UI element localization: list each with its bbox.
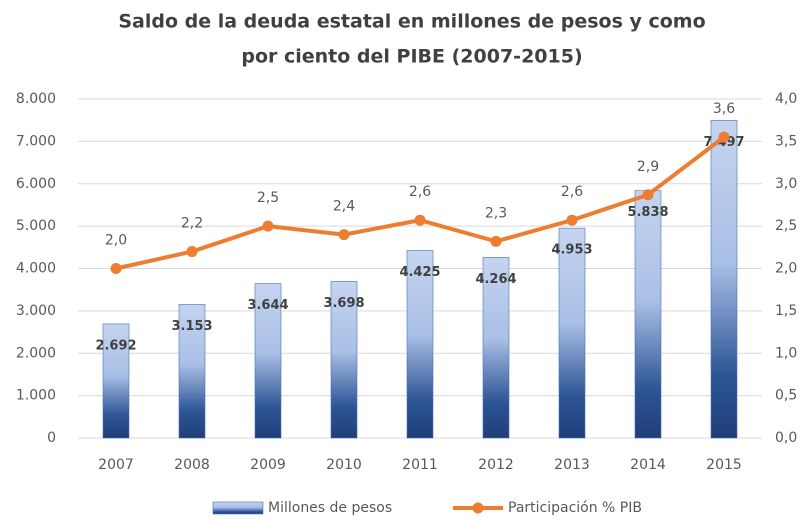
legend-swatch: [472, 502, 484, 514]
line-point: [566, 214, 578, 226]
y2-tick-label: 2,0: [775, 261, 797, 277]
x-tick-label: 2012: [478, 457, 514, 473]
bar: [406, 250, 434, 439]
x-tick-label: 2007: [98, 457, 134, 473]
line-point: [490, 235, 502, 247]
line-value-label: 2,5: [257, 190, 279, 206]
y2-tick-label: 1,0: [775, 345, 797, 361]
line-value-label: 2,6: [409, 184, 431, 200]
line-point: [186, 246, 198, 258]
line-value-label: 2,6: [561, 184, 583, 200]
line-value-label: 2,0: [105, 233, 127, 249]
bar: [558, 227, 586, 439]
y-tick-label: 1.000: [16, 388, 56, 404]
x-tick-label: 2014: [630, 457, 666, 473]
y-tick-label: 7.000: [16, 133, 56, 149]
y2-tick-label: 1,5: [775, 303, 797, 319]
bar: [482, 257, 510, 439]
line-point: [718, 131, 730, 143]
legend-label: Participación % PIB: [508, 500, 642, 516]
line-value-label: 2,4: [333, 199, 355, 215]
bar-value-label: 4.953: [551, 243, 592, 258]
bar: [330, 280, 358, 439]
y-tick-label: 3.000: [16, 303, 56, 319]
line-value-label: 2,3: [485, 205, 507, 221]
legend-label: Millones de pesos: [268, 500, 392, 516]
y2-tick-label: 0,5: [775, 388, 797, 404]
x-tick-label: 2013: [554, 457, 590, 473]
bar: [254, 283, 282, 439]
bar-value-label: 4.264: [475, 272, 516, 287]
y-tick-label: 4.000: [16, 261, 56, 277]
y2-tick-label: 4,0: [775, 91, 797, 107]
line-value-label: 2,2: [181, 216, 203, 232]
bar-value-label: 3.698: [323, 296, 364, 311]
y-tick-label: 0: [47, 430, 56, 446]
x-tick-label: 2015: [706, 457, 742, 473]
bar-value-label: 3.153: [171, 319, 212, 334]
line-point: [110, 263, 122, 274]
bar: [102, 323, 130, 439]
line: [115, 135, 726, 271]
line-value-label: 3,6: [713, 101, 735, 117]
x-tick-label: 2011: [402, 457, 438, 473]
y2-tick-label: 3,5: [775, 133, 797, 149]
legend-swatch: [212, 501, 264, 515]
y-tick-label: 5.000: [16, 218, 56, 234]
line-point: [338, 229, 350, 241]
bar-value-label: 4.425: [399, 265, 440, 280]
line-point: [642, 189, 654, 201]
bar: [178, 304, 206, 439]
chart-title: por ciento del PIBE (2007-2015): [241, 46, 582, 68]
y-tick-label: 8.000: [16, 91, 56, 107]
line-value-label: 2,9: [637, 159, 659, 175]
y2-tick-label: 0,0: [775, 430, 797, 446]
y2-tick-label: 2,5: [775, 218, 797, 234]
chart-title: Saldo de la deuda estatal en millones de…: [118, 11, 705, 33]
x-tick-label: 2009: [250, 457, 286, 473]
y2-tick-label: 3,0: [775, 176, 797, 192]
x-tick-label: 2010: [326, 457, 362, 473]
x-tick-label: 2008: [174, 457, 210, 473]
bar: [634, 190, 662, 439]
bar-value-label: 3.644: [247, 298, 288, 313]
bar: [710, 120, 738, 439]
line-point: [262, 220, 274, 232]
line-point: [414, 214, 426, 226]
y-tick-label: 2.000: [16, 345, 56, 361]
y-tick-label: 6.000: [16, 176, 56, 192]
bar-value-label: 5.838: [627, 205, 668, 220]
bar-value-label: 2.692: [95, 338, 136, 353]
